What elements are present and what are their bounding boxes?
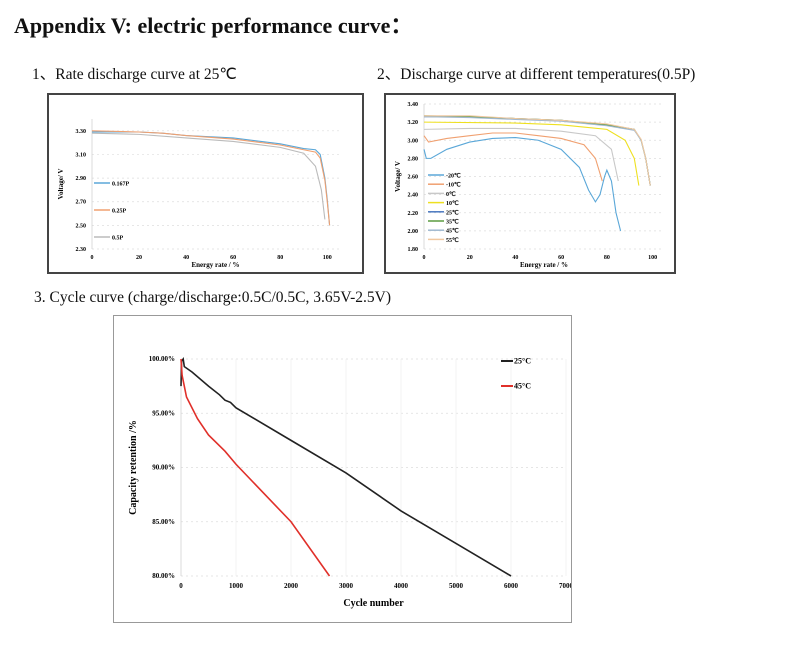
y-tick-label: 1.80 bbox=[408, 247, 419, 253]
x-tick-label: 80 bbox=[604, 255, 610, 261]
legend-label: 0.167P bbox=[112, 182, 130, 188]
series-line-0℃ bbox=[423, 127, 619, 182]
series-line-0.5P bbox=[91, 132, 326, 220]
legend-label: 0℃ bbox=[446, 191, 456, 198]
legend-label: -20℃ bbox=[446, 173, 461, 180]
y-tick-label: 3.00 bbox=[408, 138, 419, 144]
y-axis-label: Voltage/ V bbox=[394, 161, 402, 192]
x-tick-label: 20 bbox=[136, 255, 142, 261]
y-tick-label: 2.90 bbox=[76, 176, 87, 182]
y-tick-label: 2.60 bbox=[408, 175, 419, 181]
series-line-0.167P bbox=[92, 131, 331, 226]
x-axis-label: Cycle number bbox=[343, 598, 404, 609]
legend-label: 45℃ bbox=[446, 228, 459, 235]
caption-temperature-discharge: 2、Discharge curve at different temperatu… bbox=[377, 66, 696, 83]
y-tick-label: 3.30 bbox=[76, 129, 87, 135]
y-tick-label: 2.70 bbox=[76, 200, 87, 206]
series-line-25°C bbox=[180, 356, 512, 577]
x-tick-label: 0 bbox=[423, 255, 426, 261]
x-tick-label: 4000 bbox=[394, 582, 409, 590]
series-line-10℃ bbox=[423, 121, 640, 186]
x-tick-label: 1000 bbox=[229, 582, 244, 590]
legend-label: 55℃ bbox=[446, 237, 459, 244]
x-axis-label: Energy rate / % bbox=[191, 261, 239, 269]
series-line--10℃ bbox=[423, 132, 603, 182]
x-tick-label: 100 bbox=[648, 255, 657, 261]
x-tick-label: 20 bbox=[467, 255, 473, 261]
temperature-discharge-chart: 1.80 2.00 2.20 2.40 2.60 2.80 3.00 3.20 3.40 0 20 4… bbox=[384, 93, 676, 274]
legend-label: 10℃ bbox=[446, 200, 459, 207]
y-tick-label: 95.00% bbox=[152, 409, 175, 417]
legend-label: 45°C bbox=[514, 382, 531, 391]
y-axis-label: Capacity retention /% bbox=[128, 420, 139, 515]
legend-label: 0.25P bbox=[112, 209, 127, 215]
y-tick-label: 3.40 bbox=[408, 102, 419, 108]
x-tick-label: 80 bbox=[277, 255, 283, 261]
x-tick-label: 0 bbox=[91, 255, 94, 261]
x-tick-label: 60 bbox=[558, 255, 564, 261]
y-tick-label: 2.00 bbox=[408, 229, 419, 235]
y-tick-label: 80.00% bbox=[152, 572, 175, 580]
y-tick-label: 2.30 bbox=[76, 247, 87, 253]
legend-label: -10℃ bbox=[446, 182, 461, 189]
y-tick-label: 2.20 bbox=[408, 211, 419, 217]
y-tick-label: 2.40 bbox=[408, 193, 419, 199]
caption-cycle-curve: 3. Cycle curve (charge/discharge:0.5C/0.… bbox=[34, 289, 391, 306]
y-tick-label: 2.80 bbox=[408, 156, 419, 162]
legend-label: 35℃ bbox=[446, 219, 459, 226]
y-tick-label: 3.20 bbox=[408, 120, 419, 126]
x-tick-label: 6000 bbox=[504, 582, 519, 590]
x-tick-label: 3000 bbox=[339, 582, 354, 590]
series-line-55℃ bbox=[424, 115, 651, 186]
y-tick-label: 3.10 bbox=[76, 152, 87, 158]
rate-discharge-chart: 2.30 2.50 2.70 2.90 3.10 3.30 0 20 40 60 80 100 Ener… bbox=[47, 93, 364, 274]
x-axis-label: Energy rate / % bbox=[520, 261, 568, 269]
y-tick-label: 90.00% bbox=[152, 464, 175, 472]
x-tick-label: 40 bbox=[512, 255, 518, 261]
x-tick-label: 60 bbox=[230, 255, 236, 261]
x-tick-label: 5000 bbox=[449, 582, 464, 590]
x-tick-label: 2000 bbox=[284, 582, 299, 590]
caption-rate-discharge: 1、Rate discharge curve at 25℃ bbox=[32, 66, 237, 83]
series-line-45°C bbox=[180, 358, 331, 577]
y-axis-label: Voltage/ V bbox=[57, 169, 65, 200]
x-tick-label: 0 bbox=[179, 582, 183, 590]
y-tick-label: 100.00% bbox=[149, 355, 175, 363]
x-tick-label: 7000 bbox=[559, 582, 571, 590]
cycle-chart: 80.00% 85.00% 90.00% 95.00% 100.00% 0 1000 2000… bbox=[113, 315, 572, 623]
y-tick-label: 2.50 bbox=[76, 223, 87, 229]
series-line--20℃ bbox=[423, 136, 622, 232]
legend-label: 25°C bbox=[514, 357, 531, 366]
legend-label: 25℃ bbox=[446, 209, 459, 216]
legend-label: 0.5P bbox=[112, 236, 124, 242]
page-title: Appendix V: electric performance curve： bbox=[14, 13, 413, 38]
x-tick-label: 100 bbox=[323, 255, 332, 261]
series-line-0.25P bbox=[91, 130, 331, 226]
y-tick-label: 85.00% bbox=[152, 518, 175, 526]
x-tick-label: 40 bbox=[183, 255, 189, 261]
